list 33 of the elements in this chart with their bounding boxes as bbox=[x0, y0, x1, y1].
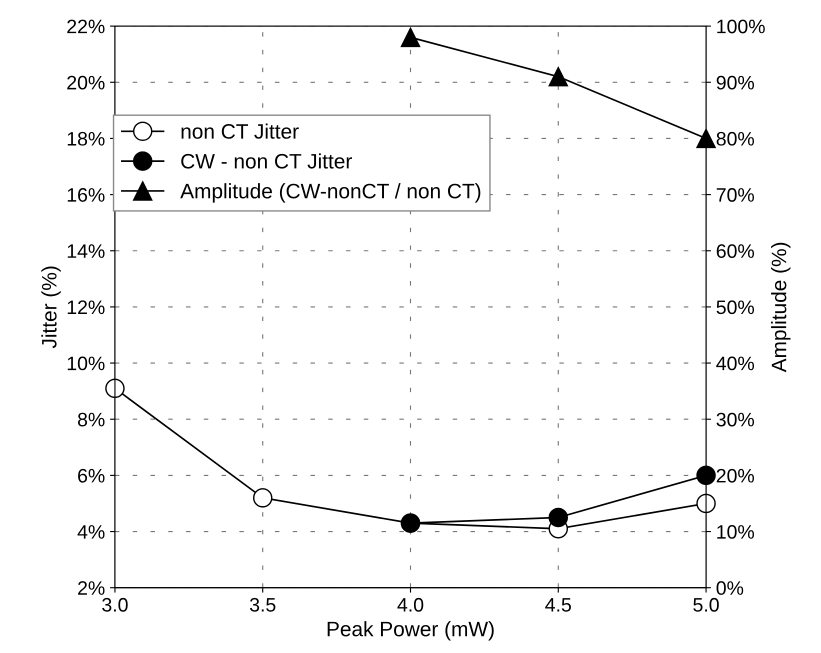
y2-tick-label: 40% bbox=[716, 356, 754, 370]
y-tick-label: 12% bbox=[68, 300, 105, 314]
y-tick-label: 14% bbox=[68, 244, 105, 258]
y2-axis-title: Amplitude (%) bbox=[771, 242, 790, 372]
x-tick-label: 5.0 bbox=[693, 598, 719, 612]
legend-label: Amplitude (CW-nonCT / non CT) bbox=[180, 183, 480, 203]
y2-tick-label: 20% bbox=[716, 468, 754, 483]
x-axis-title: Peak Power (mW) bbox=[328, 621, 494, 641]
legend-label: CW - non CT Jitter bbox=[181, 153, 352, 169]
y-tick-label: 2% bbox=[78, 581, 105, 595]
x-tick-label: 3.5 bbox=[250, 598, 276, 612]
x-tick-label: 4.5 bbox=[545, 598, 571, 612]
y2-tick-label: 10% bbox=[717, 525, 754, 539]
y-tick-label: 10% bbox=[68, 356, 105, 370]
x-tick-label: 3.0 bbox=[102, 598, 128, 612]
y-tick-label: 20% bbox=[67, 76, 105, 90]
y-tick-label: 18% bbox=[68, 132, 105, 146]
y2-tick-label: 50% bbox=[716, 300, 754, 314]
y2-tick-label: 30% bbox=[716, 412, 754, 426]
y-tick-label: 16% bbox=[68, 188, 105, 202]
y2-tick-label: 0% bbox=[716, 581, 744, 595]
y-axis-title: Jitter (%) bbox=[41, 266, 61, 348]
y2-tick-label: 100% bbox=[717, 20, 765, 34]
y2-tick-label: 80% bbox=[716, 132, 754, 146]
y-tick-label: 6% bbox=[78, 468, 105, 483]
y-tick-label: 22% bbox=[67, 20, 105, 34]
y-tick-label: 8% bbox=[78, 412, 105, 426]
legend-label: non CT Jitter bbox=[182, 123, 299, 139]
y2-tick-label: 70% bbox=[716, 188, 754, 202]
y2-tick-label: 90% bbox=[716, 76, 754, 90]
y-tick-label: 4% bbox=[78, 525, 105, 539]
x-tick-label: 4.0 bbox=[397, 598, 424, 612]
y2-tick-label: 60% bbox=[716, 244, 754, 258]
